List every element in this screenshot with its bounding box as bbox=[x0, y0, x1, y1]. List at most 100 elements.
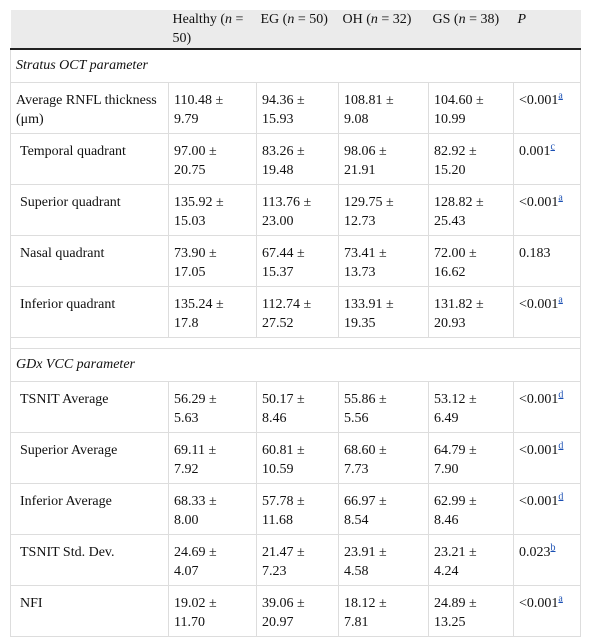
value-text: 73.41 ± 13.73 bbox=[344, 245, 387, 280]
p-value: <0.001 bbox=[519, 595, 559, 611]
section-row: Stratus OCT parameter bbox=[10, 48, 581, 83]
p-cell: <0.001a bbox=[513, 81, 581, 134]
value-cell: 72.00 ± 16.62 bbox=[428, 234, 514, 287]
value-cell: 24.89 ± 13.25 bbox=[428, 584, 514, 637]
value-text: 112.74 ± 27.52 bbox=[262, 296, 312, 331]
header-cell: Healthy (n = 50) bbox=[168, 10, 257, 50]
value-text: 18.12 ± 7.81 bbox=[344, 595, 387, 630]
value-text: 69.11 ± 7.92 bbox=[174, 442, 217, 477]
value-cell: 73.90 ± 17.05 bbox=[168, 234, 257, 287]
value-cell: 18.12 ± 7.81 bbox=[338, 584, 429, 637]
data-row: TSNIT Average 56.29 ± 5.63 50.17 ± 8.46 55.… bbox=[10, 380, 581, 433]
value-cell: 55.86 ± 5.56 bbox=[338, 380, 429, 433]
value-text: 73.90 ± 17.05 bbox=[174, 245, 217, 280]
value-text: 62.99 ± 8.46 bbox=[434, 493, 477, 528]
value-cell: 133.91 ± 19.35 bbox=[338, 285, 429, 338]
header-row: Healthy (n = 50) EG (n = 50) OH (n = 32) GS… bbox=[10, 10, 581, 50]
data-row: Superior Average 69.11 ± 7.92 60.81 ± 10.5… bbox=[10, 431, 581, 484]
section-title: GDx VCC parameter bbox=[10, 347, 581, 382]
p-value: <0.001 bbox=[519, 493, 559, 509]
table-container: Healthy (n = 50) EG (n = 50) OH (n = 32) GS… bbox=[10, 10, 581, 637]
value-cell: 135.92 ± 15.03 bbox=[168, 183, 257, 236]
header-text: = 38) bbox=[465, 12, 500, 27]
header-text: n bbox=[287, 12, 295, 27]
header-text: n bbox=[458, 12, 466, 27]
value-cell: 67.44 ± 15.37 bbox=[256, 234, 339, 287]
header-text: P bbox=[517, 12, 527, 27]
row-label: Inferior Average bbox=[10, 482, 169, 535]
row-label: Inferior quadrant bbox=[10, 285, 169, 338]
value-cell: 98.06 ± 21.91 bbox=[338, 132, 429, 185]
data-row: Nasal quadrant 73.90 ± 17.05 67.44 ± 15.37… bbox=[10, 234, 581, 287]
footnote-link[interactable]: a bbox=[558, 293, 563, 305]
value-text: 57.78 ± 11.68 bbox=[262, 493, 305, 528]
value-text: 66.97 ± 8.54 bbox=[344, 493, 387, 528]
row-label: Superior Average bbox=[10, 431, 169, 484]
data-row: NFI 19.02 ± 11.70 39.06 ± 20.97 18.12 ± 7.8… bbox=[10, 584, 581, 637]
header-text: = 50) bbox=[294, 12, 328, 27]
table-body: Stratus OCT parameter Average RNFL thickn… bbox=[10, 48, 581, 637]
value-cell: 129.75 ± 12.73 bbox=[338, 183, 429, 236]
value-cell: 62.99 ± 8.46 bbox=[428, 482, 514, 535]
value-cell: 73.41 ± 13.73 bbox=[338, 234, 429, 287]
footnote-link[interactable]: a bbox=[558, 592, 563, 604]
header-cell bbox=[10, 10, 169, 50]
value-cell: 21.47 ± 7.23 bbox=[256, 533, 339, 586]
data-table: Healthy (n = 50) EG (n = 50) OH (n = 32) GS… bbox=[10, 10, 581, 637]
value-text: 24.69 ± 4.07 bbox=[174, 544, 217, 579]
p-cell: <0.001d bbox=[513, 380, 581, 433]
value-text: 113.76 ± 23.00 bbox=[262, 194, 312, 229]
p-value: 0.183 bbox=[519, 245, 551, 261]
p-value: 0.001 bbox=[519, 143, 551, 159]
row-label: TSNIT Average bbox=[10, 380, 169, 433]
value-text: 64.79 ± 7.90 bbox=[434, 442, 477, 477]
row-label: TSNIT Std. Dev. bbox=[10, 533, 169, 586]
footnote-link[interactable]: a bbox=[558, 89, 563, 101]
data-row: TSNIT Std. Dev. 24.69 ± 4.07 21.47 ± 7.23 2… bbox=[10, 533, 581, 586]
footnote-link[interactable]: d bbox=[558, 388, 564, 400]
header-text: OH ( bbox=[342, 12, 371, 27]
p-cell: <0.001d bbox=[513, 431, 581, 484]
footnote-link[interactable]: a bbox=[558, 191, 563, 203]
header-text: GS ( bbox=[432, 12, 459, 27]
value-cell: 57.78 ± 11.68 bbox=[256, 482, 339, 535]
value-cell: 68.33 ± 8.00 bbox=[168, 482, 257, 535]
value-cell: 83.26 ± 19.48 bbox=[256, 132, 339, 185]
header-cell: OH (n = 32) bbox=[338, 10, 429, 50]
value-cell: 108.81 ± 9.08 bbox=[338, 81, 429, 134]
footnote-link[interactable]: c bbox=[550, 140, 555, 152]
value-cell: 113.76 ± 23.00 bbox=[256, 183, 339, 236]
value-text: 83.26 ± 19.48 bbox=[262, 143, 305, 178]
value-text: 104.60 ± 10.99 bbox=[434, 92, 484, 127]
value-text: 68.60 ± 7.73 bbox=[344, 442, 387, 477]
value-text: 68.33 ± 8.00 bbox=[174, 493, 217, 528]
row-label: Superior quadrant bbox=[10, 183, 169, 236]
value-text: 53.12 ± 6.49 bbox=[434, 391, 477, 426]
header-cell: EG (n = 50) bbox=[256, 10, 339, 50]
header-cell: GS (n = 38) bbox=[428, 10, 514, 50]
data-row: Inferior Average 68.33 ± 8.00 57.78 ± 11.6… bbox=[10, 482, 581, 535]
value-text: 72.00 ± 16.62 bbox=[434, 245, 477, 280]
value-text: 67.44 ± 15.37 bbox=[262, 245, 305, 280]
footnote-link[interactable]: d bbox=[558, 439, 564, 451]
value-text: 60.81 ± 10.59 bbox=[262, 442, 305, 477]
footnote-link[interactable]: b bbox=[550, 541, 556, 553]
data-row: Superior quadrant 135.92 ± 15.03 113.76 ± … bbox=[10, 183, 581, 236]
value-text: 21.47 ± 7.23 bbox=[262, 544, 305, 579]
p-cell: <0.001a bbox=[513, 285, 581, 338]
data-row: Temporal quadrant 97.00 ± 20.75 83.26 ± 19… bbox=[10, 132, 581, 185]
row-label: Temporal quadrant bbox=[10, 132, 169, 185]
value-text: 97.00 ± 20.75 bbox=[174, 143, 217, 178]
value-cell: 39.06 ± 20.97 bbox=[256, 584, 339, 637]
value-text: 39.06 ± 20.97 bbox=[262, 595, 305, 630]
value-cell: 94.36 ± 15.93 bbox=[256, 81, 339, 134]
header-text: = 32) bbox=[377, 12, 412, 27]
p-cell: 0.001c bbox=[513, 132, 581, 185]
value-text: 98.06 ± 21.91 bbox=[344, 143, 387, 178]
header-text: n bbox=[370, 12, 378, 27]
value-cell: 53.12 ± 6.49 bbox=[428, 380, 514, 433]
value-text: 56.29 ± 5.63 bbox=[174, 391, 217, 426]
footnote-link[interactable]: d bbox=[558, 490, 564, 502]
value-text: 135.24 ± 17.8 bbox=[174, 296, 224, 331]
value-text: 94.36 ± 15.93 bbox=[262, 92, 305, 127]
